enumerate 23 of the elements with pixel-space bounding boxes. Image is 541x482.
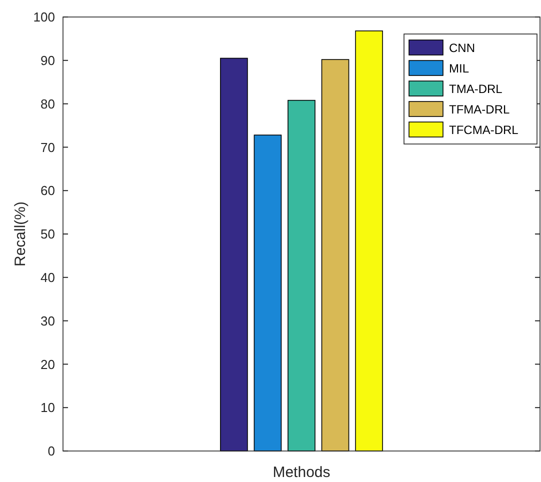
y-tick-label: 0 [48, 444, 55, 459]
legend-label: TFMA-DRL [449, 102, 510, 116]
y-tick-label: 70 [40, 140, 55, 155]
y-tick-label: 40 [40, 270, 55, 285]
y-tick-label: 50 [40, 226, 55, 242]
legend-label: MIL [449, 62, 470, 76]
bar [288, 100, 316, 452]
bar [254, 134, 282, 452]
y-tick-label: 90 [40, 52, 55, 68]
y-tick-label: 80 [40, 96, 55, 112]
bar [220, 58, 248, 452]
y-tick-label: 100 [33, 10, 55, 25]
y-tick-label: 30 [40, 313, 55, 328]
bar [355, 30, 383, 452]
y-tick-label: 20 [40, 356, 55, 372]
y-tick-label: 10 [40, 400, 55, 416]
legend-label: TMA-DRL [449, 82, 503, 96]
bar [321, 59, 350, 452]
y-axis-title: Recall(%) [12, 201, 29, 267]
y-tick-label: 60 [40, 183, 55, 198]
legend-label: CNN [449, 41, 475, 55]
legend-label: TFCMA-DRL [449, 123, 519, 137]
x-axis-title: Methods [272, 464, 330, 481]
